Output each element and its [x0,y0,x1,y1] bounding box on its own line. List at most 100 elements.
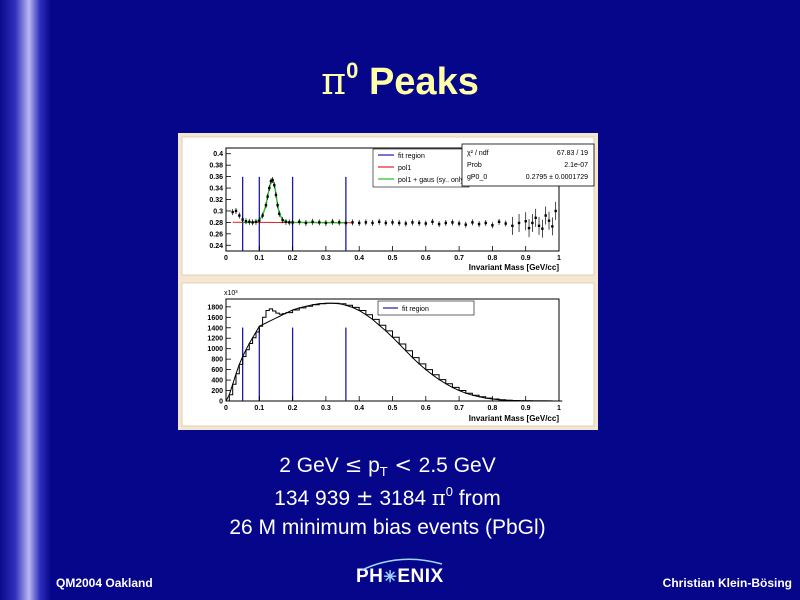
leq-symbol: ≤ [344,453,363,477]
data-point [331,220,334,224]
data-point [234,209,238,213]
footer-author: Christian Klein-Bösing [662,576,792,590]
pt-upper: 2.5 GeV [418,454,496,477]
data-point [377,220,381,224]
data-point [271,178,274,182]
data-point [531,221,534,225]
data-point [338,221,341,224]
y-tick-label: 0.4 [213,151,223,158]
title-pi-symbol: π [321,59,347,103]
legend-pol1-label: pol1 [398,165,411,172]
data-point [241,218,244,221]
pt-subscript: T [379,464,388,479]
stats-box-frame [461,143,595,187]
phenix-logo: PH✳ENIX [356,558,444,588]
pt-range-line: 2 GeV ≤ pT < 2.5 GeV [160,452,615,479]
pi-superscript: 0 [445,484,453,499]
y-tick-label: 1600 [207,315,223,322]
data-point [547,219,551,222]
data-point [351,221,354,224]
y-tick-label: 600 [211,367,223,374]
x-tick-label: 0.7 [454,255,464,262]
data-point [504,222,507,225]
data-point [276,204,279,207]
data-point [537,224,541,228]
x-tick-label: 0 [224,405,228,412]
y-tick-label: 0.28 [209,220,223,227]
title-superscript: 0 [346,58,359,83]
bottom-legend-box [377,300,475,316]
data-point [404,222,408,225]
data-point [444,221,447,225]
data-point [251,221,254,224]
data-point [274,193,278,197]
y-tick-label: 1800 [207,304,223,311]
x-tick-label: 0.1 [254,405,264,412]
data-point [324,221,328,225]
data-point [484,221,487,225]
data-point [318,221,321,224]
data-point [304,221,308,225]
data-point [364,221,368,224]
fit-stats-box: χ² / ndf 67.83 / 19 Prob 2.1e-07 gP0_0 0… [461,143,595,187]
data-point [384,221,388,225]
data-point [477,222,481,226]
stats-gp0-label: gP0_0 [467,174,487,181]
x-tick-label: 0.2 [288,405,298,412]
y-tick-label: 0.32 [209,197,223,204]
x-tick-label: 0 [224,255,228,262]
data-point [281,218,284,222]
lt-symbol: < [387,453,419,477]
x-tick-label: 0.4 [354,255,364,262]
data-point [437,222,441,226]
x-tick-label: 0.4 [354,405,364,412]
logo-text-enix: ENIX [397,566,444,587]
data-point [358,221,361,225]
data-point [491,224,494,227]
y-tick-label: 1400 [207,325,223,332]
bottom-x-axis-label: Invariant Mass [GeV/cc] [469,414,560,423]
slide-title: π0 Peaks [0,58,800,105]
title-text: Peaks [368,61,479,103]
stats-chi2-label: χ² / ndf [467,150,489,157]
data-point [544,214,547,217]
data-point [511,224,514,228]
x-tick-label: 0.5 [388,255,398,262]
stats-chi2-value: 67.83 / 19 [557,150,588,157]
x-tick-label: 0.8 [488,255,498,262]
bottom-legend: fit region [377,300,475,316]
y-tick-label: 0.26 [209,231,223,238]
bottom-y-multiplier: x10³ [224,290,238,297]
count-value: 134 939 [274,487,356,510]
y-tick-label: 400 [211,378,223,385]
data-point [269,179,273,183]
data-point [534,216,537,220]
x-tick-label: 0.6 [421,405,431,412]
data-point [457,222,461,225]
data-point [371,221,374,225]
data-point [248,220,251,224]
data-point [391,221,394,224]
bottom-smooth-curve [225,302,559,402]
data-point [298,220,301,224]
x-tick-label: 1 [557,405,561,412]
data-point [424,222,427,225]
data-point [261,214,264,217]
count-line: 134 939 ± 3184 π0 from [160,485,615,512]
count-error: 3184 [373,487,432,510]
y-tick-label: 0.34 [209,186,223,193]
data-point [417,221,421,225]
data-point [554,209,557,213]
data-point [551,225,554,228]
y-tick-label: 0.24 [209,243,223,250]
x-tick-label: 0.3 [321,405,331,412]
x-tick-label: 0.7 [454,405,464,412]
sidebar-gradient-stripe [0,0,50,600]
x-tick-label: 0.2 [288,255,298,262]
y-tick-label: 0 [219,399,223,406]
data-point [278,212,281,216]
legend-pol1-gaus-label: pol1 + gaus (sy.. only) [398,177,466,184]
data-point [397,221,401,225]
x-tick-label: 0.9 [521,255,531,262]
invariant-mass-figure: 0 0.1 0.2 0.3 0.4 0.5 0.6 0.7 0.8 0.9 1 0.24 0.26 0.… [178,133,598,430]
